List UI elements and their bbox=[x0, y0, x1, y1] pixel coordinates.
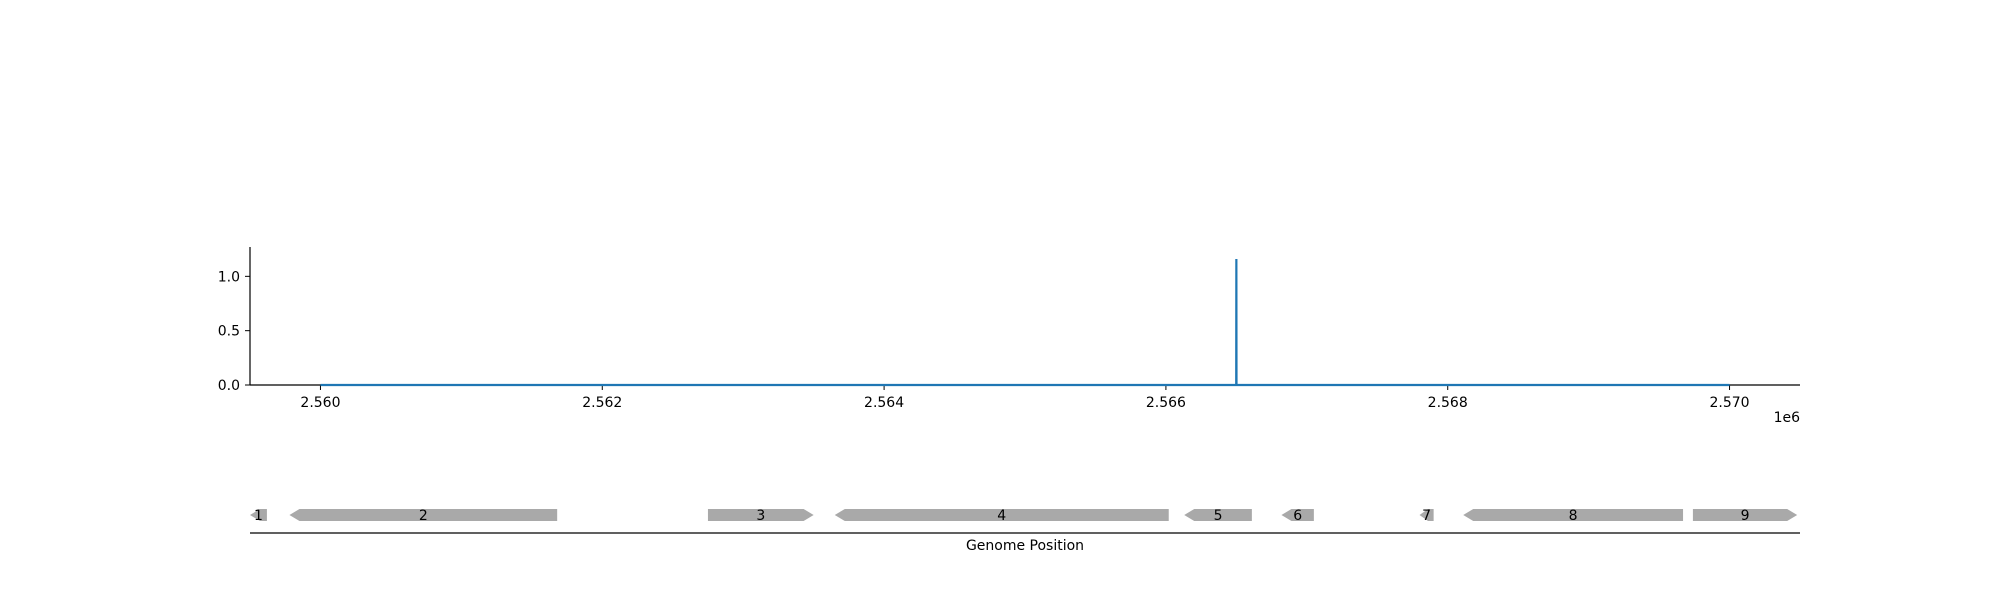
gene-arrow bbox=[289, 509, 558, 521]
gene-label: 4 bbox=[997, 508, 1006, 524]
x-tick-label: 2.560 bbox=[300, 395, 340, 411]
gene-track: 1 2 3 4 5 6 7 8 9 Genome Position bbox=[250, 508, 1800, 554]
gene-arrow bbox=[1692, 509, 1798, 521]
gene-arrow bbox=[1419, 509, 1434, 521]
coverage-line bbox=[320, 258, 1730, 387]
gene-arrows: 1 2 3 4 5 6 7 8 9 bbox=[250, 508, 1798, 524]
gene-label: 8 bbox=[1569, 508, 1578, 524]
coverage-plot: 2.560 2.562 2.564 2.566 2.568 2.5700.00.51.0 … bbox=[218, 247, 1800, 426]
coverage-series bbox=[320, 258, 1730, 387]
gene-arrow bbox=[1281, 509, 1314, 521]
gene-arrow bbox=[250, 509, 267, 521]
gene-arrow bbox=[1463, 509, 1684, 521]
x-tick-label: 2.570 bbox=[1709, 395, 1749, 411]
gene-label: 7 bbox=[1422, 508, 1431, 524]
x-tick-label: 2.562 bbox=[582, 395, 622, 411]
gene-arrow bbox=[1184, 509, 1252, 521]
coverage-axes: 2.560 2.562 2.564 2.566 2.568 2.570 0.0 0.5 1.0 bbox=[218, 247, 1800, 411]
x-tick-label: 2.564 bbox=[864, 395, 904, 411]
gene-arrow bbox=[707, 509, 814, 521]
x-axis-offset-label: 1e6 bbox=[1774, 410, 1801, 426]
y-tick-label: 0.0 bbox=[218, 378, 240, 394]
x-tick-label: 2.566 bbox=[1146, 395, 1186, 411]
gene-label: 3 bbox=[756, 508, 765, 524]
gene-label: 5 bbox=[1214, 508, 1223, 524]
gene-label: 6 bbox=[1293, 508, 1302, 524]
gene-arrow bbox=[834, 509, 1169, 521]
y-tick-label: 1.0 bbox=[218, 269, 240, 285]
x-tick-label: 2.568 bbox=[1428, 395, 1468, 411]
x-axis-title: Genome Position bbox=[966, 538, 1084, 554]
gene-label: 1 bbox=[254, 508, 263, 524]
gene-label: 9 bbox=[1741, 508, 1750, 524]
gene-label: 2 bbox=[419, 508, 428, 524]
y-tick-label: 0.5 bbox=[218, 324, 240, 340]
